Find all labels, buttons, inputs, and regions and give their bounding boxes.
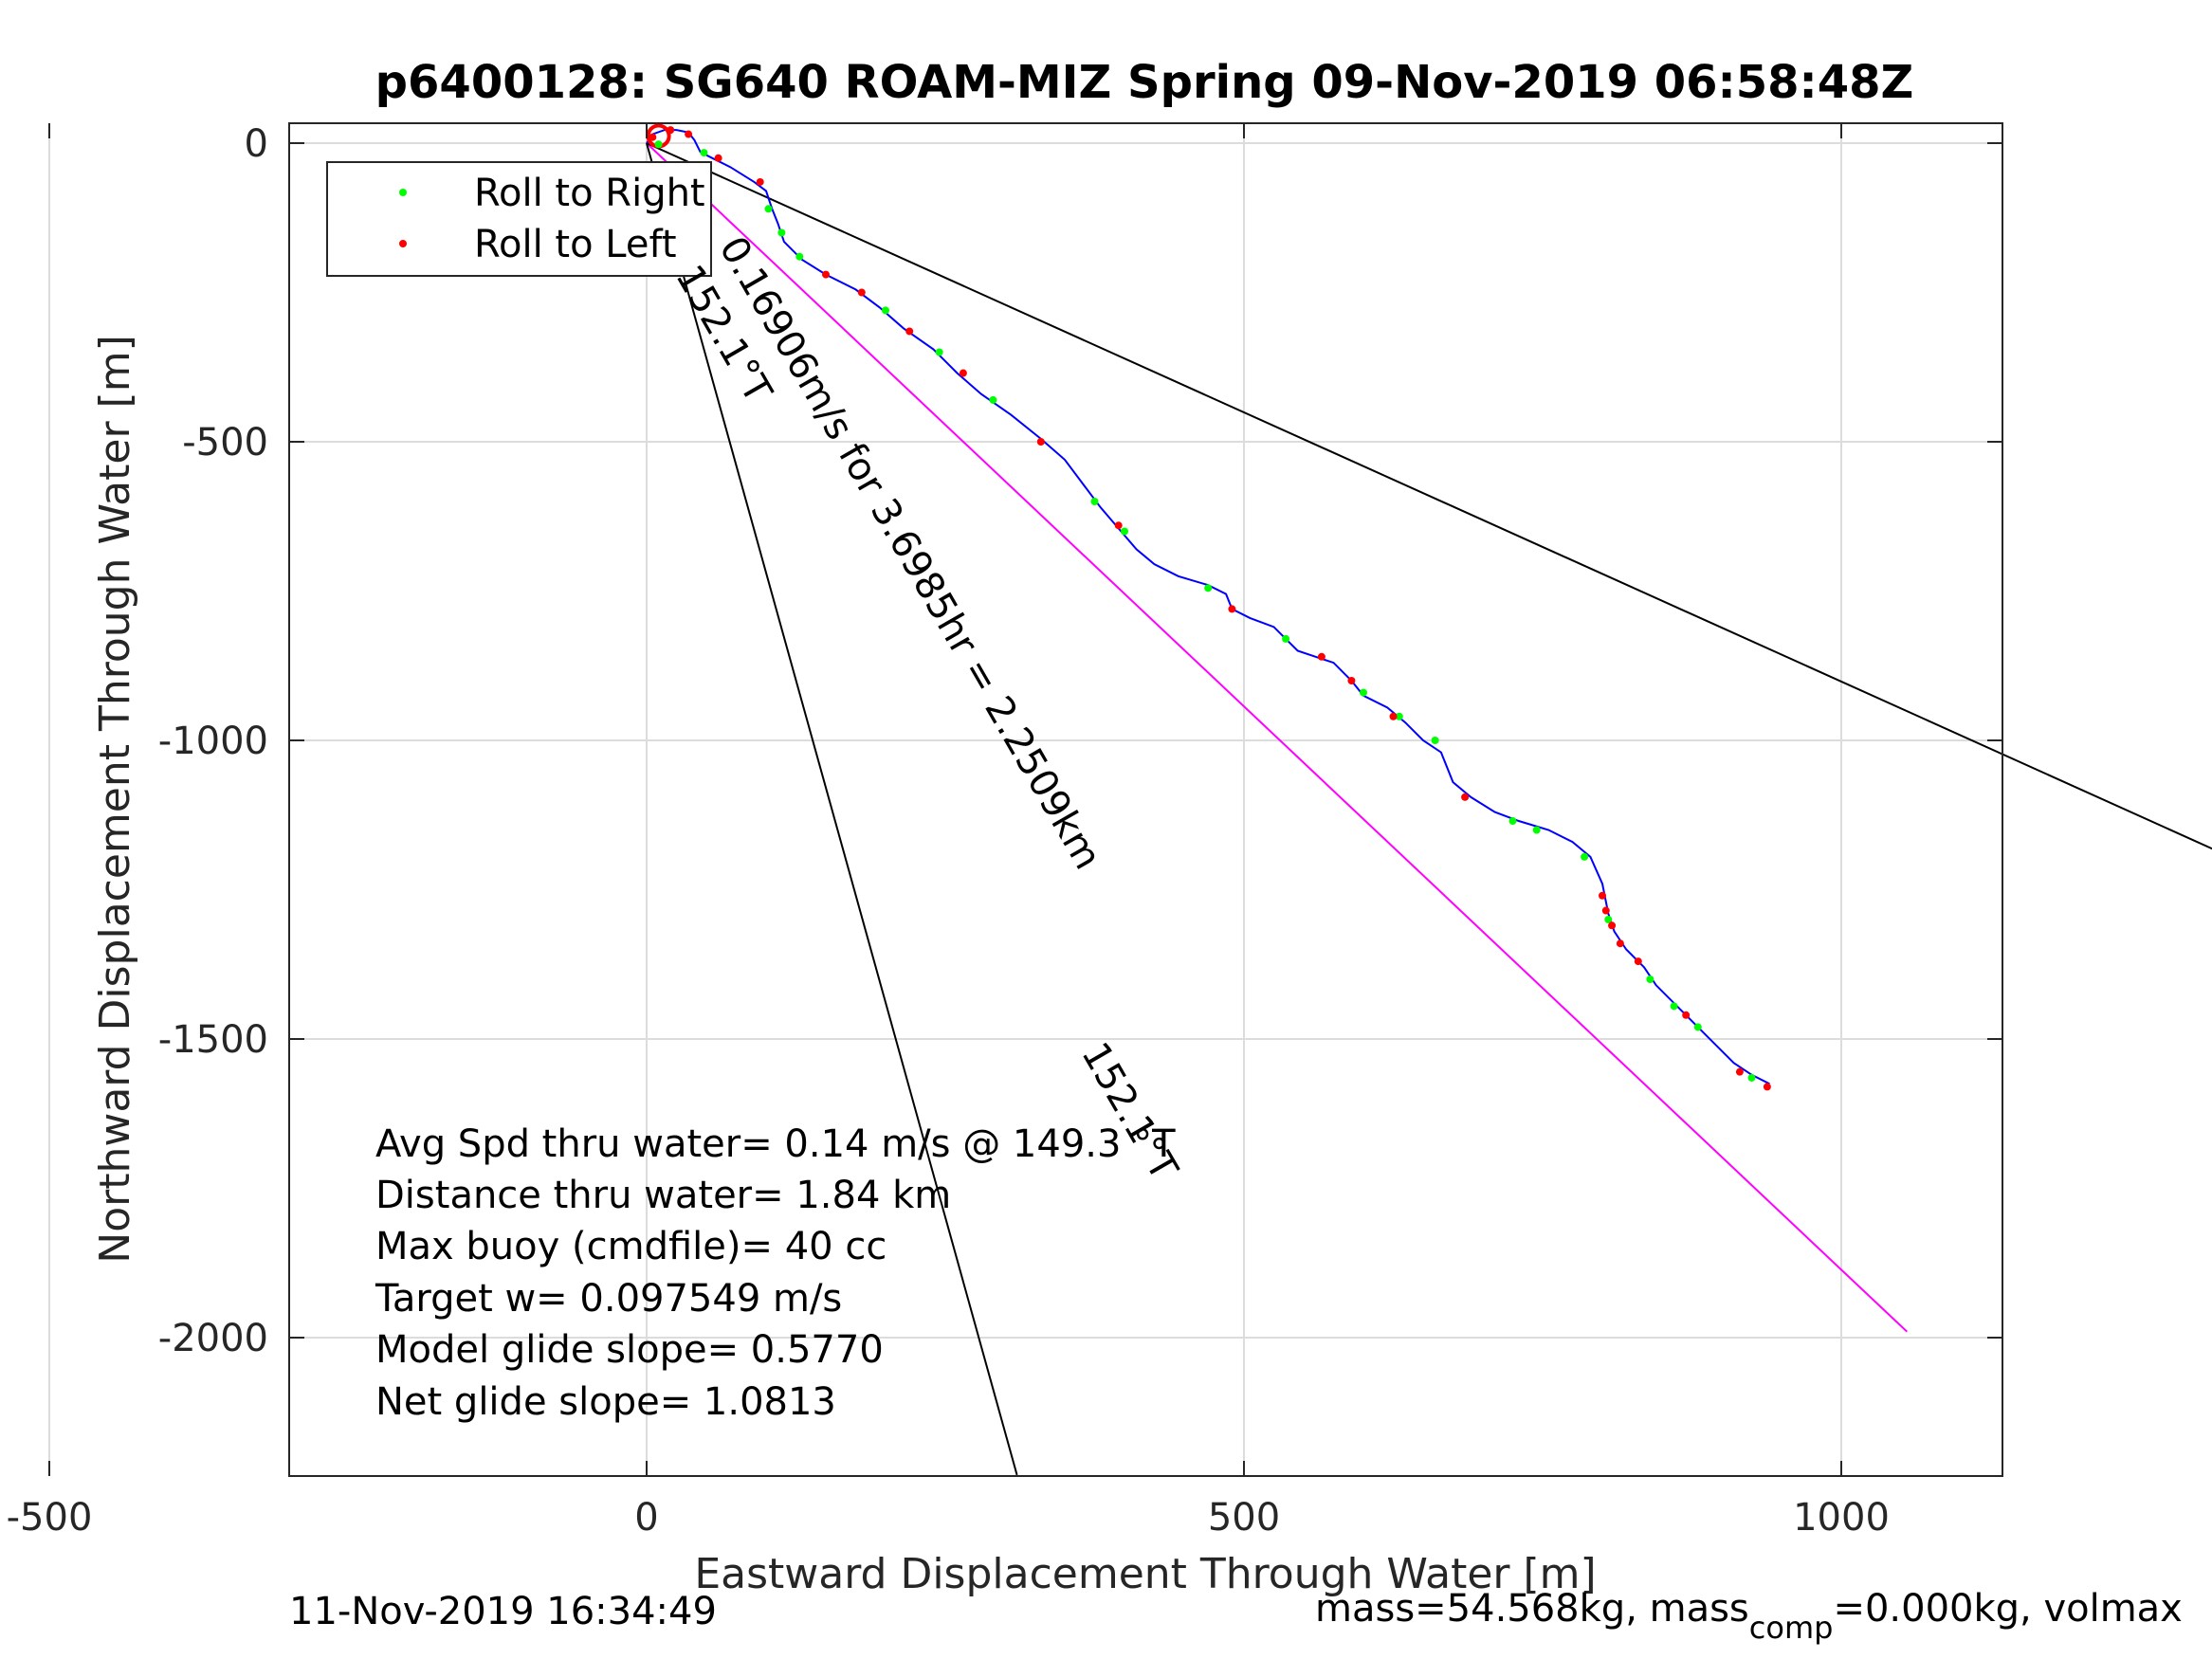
roll-right-point [795, 252, 804, 261]
y-tick-label: -500 [182, 421, 268, 465]
roll-right-point [1395, 712, 1403, 720]
roll-right-point [654, 140, 663, 149]
x-axis-label: Eastward Displacement Through Water [m] [694, 1550, 1596, 1598]
cone-right-line [646, 142, 2212, 850]
roll-left-point [649, 133, 657, 141]
roll-left-point [1616, 939, 1624, 948]
roll-right-point [935, 348, 943, 356]
legend-label-roll-right: Roll to Right [474, 172, 705, 215]
legend-marker-roll-right [399, 189, 407, 196]
roll-right-point [1282, 634, 1290, 643]
roll-left-point [959, 369, 967, 377]
legend-marker-roll-left [399, 240, 407, 247]
roll-left-point [1634, 957, 1642, 966]
y-tick-labels: 0 -500 -1000 -1500 -2000 [158, 122, 268, 1360]
roll-left-point [1763, 1083, 1771, 1091]
footer-timestamp: 11-Nov-2019 16:34:49 [289, 1590, 717, 1633]
roll-right-point [1646, 975, 1654, 983]
legend-label-roll-left: Roll to Left [474, 223, 677, 266]
roll-right-point [1508, 817, 1517, 826]
stats-line-model-glide: Model glide slope= 0.5770 [375, 1328, 884, 1372]
roll-right-point [1693, 1023, 1702, 1031]
x-tick-label: 500 [1208, 1496, 1280, 1540]
roll-right-point [700, 149, 708, 157]
roll-left-point [1228, 605, 1236, 613]
stats-line-net-glide: Net glide slope= 1.0813 [375, 1380, 836, 1424]
roll-left-point [756, 177, 764, 186]
roll-left-point [857, 288, 866, 297]
roll-left-point [822, 270, 830, 279]
stats-line-target-w: Target w= 0.097549 m/s [375, 1277, 842, 1321]
roll-right-point [1581, 852, 1589, 861]
roll-right-point [882, 306, 889, 315]
legend: Roll to Right Roll to Left [326, 161, 712, 277]
roll-left-point [1036, 438, 1045, 446]
footer-mass-sub: comp [1749, 1610, 1834, 1646]
roll-left-point [1735, 1067, 1744, 1076]
roll-left-point [1317, 652, 1325, 661]
track-line [646, 129, 1770, 1085]
roll-left-point [905, 327, 914, 336]
roll-right-point [777, 228, 786, 237]
heading-line [646, 142, 1908, 1333]
grid-lines [48, 123, 2002, 1476]
roll-right-point [764, 205, 773, 213]
y-tick-label: -1500 [158, 1018, 268, 1062]
stats-line-buoyancy: Max buoy (cmdfile)= 40 cc [375, 1225, 887, 1268]
stats-line-distance: Distance thru water= 1.84 km [375, 1174, 951, 1217]
roll-left-point [714, 154, 722, 162]
roll-left-point [667, 126, 675, 135]
y-axis-label: Northward Displacement Through Water [m] [91, 335, 139, 1263]
roll-right-point [1604, 916, 1613, 923]
roll-right-point [1747, 1073, 1756, 1082]
y-tick-label: -2000 [158, 1317, 268, 1360]
roll-left-point [1114, 521, 1123, 530]
x-tick-labels: -5000500100015002000 [7, 1496, 1890, 1540]
axes-box [288, 122, 2003, 1477]
roll-right-point [1532, 826, 1541, 834]
y-tick-label: 0 [245, 122, 268, 166]
roll-left-point [685, 130, 693, 138]
roll-left-point [1601, 906, 1610, 915]
cone-left-line [646, 142, 1018, 1476]
roll-left-point [1389, 712, 1398, 720]
footer-mass-info: mass=54.568kg, masscomp=0.000kg, volmax [1315, 1587, 2183, 1646]
roll-right-point [1431, 737, 1439, 744]
y-tick-label: -1000 [158, 720, 268, 763]
roll-points [649, 126, 1771, 1091]
roll-right-point [1121, 527, 1128, 536]
roll-right-point [1670, 1002, 1678, 1011]
chart-title: p6400128: SG640 ROAM-MIZ Spring 09-Nov-2… [375, 56, 1914, 109]
roll-right-point [1090, 498, 1099, 505]
roll-left-point [1461, 793, 1470, 801]
roll-left-point [1599, 891, 1606, 900]
tick-marks [48, 123, 2002, 1476]
roll-left-point [1682, 1011, 1691, 1019]
footer-mass-suffix: =0.000kg, volmax [1833, 1587, 2182, 1631]
reference-lines [646, 142, 2212, 1476]
stats-line-speed: Avg Spd thru water= 0.14 m/s @ 149.3 °T [375, 1122, 1176, 1166]
x-tick-label: -500 [7, 1496, 93, 1540]
stats-block: Avg Spd thru water= 0.14 m/s @ 149.3 °T … [375, 1122, 1176, 1424]
roll-left-point [1347, 677, 1356, 684]
legend-box [326, 161, 712, 277]
roll-right-point [1204, 584, 1213, 592]
roll-left-point [1608, 921, 1617, 930]
footer-mass-prefix: mass=54.568kg, mass [1315, 1587, 1749, 1631]
x-tick-label: 1000 [1793, 1496, 1890, 1540]
x-tick-label: 0 [634, 1496, 658, 1540]
roll-right-point [1360, 688, 1367, 697]
roll-right-point [989, 395, 997, 404]
